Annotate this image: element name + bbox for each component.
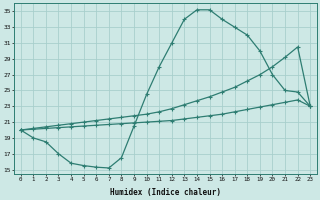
X-axis label: Humidex (Indice chaleur): Humidex (Indice chaleur) <box>110 188 221 197</box>
